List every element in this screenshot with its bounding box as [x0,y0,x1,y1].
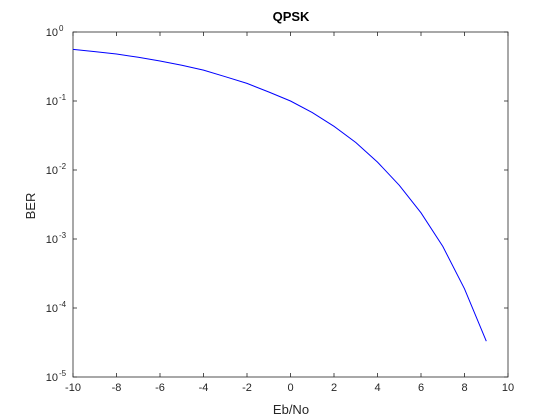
x-tick-label: 6 [418,382,424,394]
x-tick-label: 8 [461,382,467,394]
y-tick-label: 10 [46,165,58,177]
series-line-0 [72,48,487,342]
chart-title: QPSK [273,9,310,24]
x-tick-label: -6 [155,382,165,394]
plot-frame [72,31,509,378]
x-tick-label: -8 [112,382,122,394]
y-tick-label: 10 [46,372,58,384]
series-layer [72,48,487,342]
y-tick-exponent: -3 [59,231,67,240]
y-tick-exponent: 0 [59,24,64,33]
y-tick-label: 10 [46,234,58,246]
y-tick-base: 10 [46,303,58,315]
y-tick-label: 10 [46,303,58,315]
x-tick-label: -2 [242,382,252,394]
y-tick-label: 10 [46,27,58,39]
y-tick-label: 10 [46,96,58,108]
x-tick-label: -4 [199,382,209,394]
y-tick-base: 10 [46,165,58,177]
x-tick-label: 2 [331,382,337,394]
plot-area [72,31,509,378]
x-tick-label: 10 [502,382,514,394]
y-tick-exponent: -5 [59,369,67,378]
y-tick-exponent: -1 [59,93,67,102]
y-tick-base: 10 [46,372,58,384]
y-tick-exponent: -4 [59,300,67,309]
y-tick-base: 10 [46,27,58,39]
x-tick-label: -10 [65,382,81,394]
y-tick-exponent: -2 [59,162,67,171]
x-axis-label: Eb/No [273,402,309,417]
y-tick-base: 10 [46,96,58,108]
y-axis-label: BER [23,193,38,220]
x-tick-label: 4 [374,382,380,394]
y-tick-base: 10 [46,234,58,246]
x-axis-ticks: -10 -8 -6 -4 -2 0 2 4 6 8 10 [65,32,514,394]
x-tick-label: 0 [287,382,293,394]
